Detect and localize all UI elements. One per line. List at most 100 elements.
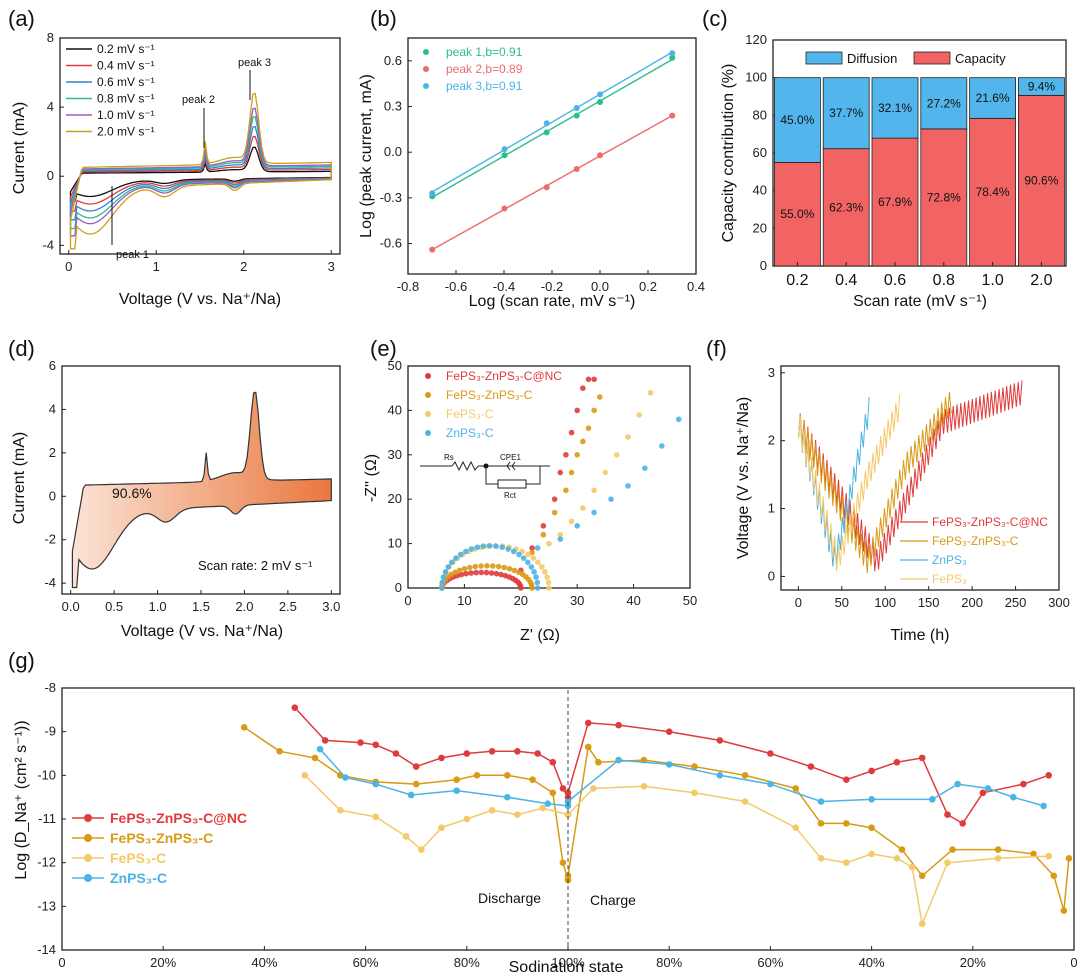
g-point-1	[918, 872, 926, 880]
c-bar-diffusion-label: 45.0%	[780, 113, 814, 127]
panel-d-xlabel: Voltage (V vs. Na⁺/Na)	[121, 623, 283, 640]
e-point-3	[531, 569, 537, 575]
g-point-2	[908, 863, 916, 871]
e-point-1	[452, 569, 458, 576]
c-bar-capacity	[871, 137, 919, 267]
e-tail-point-1	[563, 487, 569, 494]
e-point-3	[510, 548, 517, 555]
e-point-3	[525, 559, 531, 566]
e-point-3	[480, 543, 487, 549]
g-point-3	[817, 798, 825, 805]
f-series-1	[797, 391, 952, 574]
g-xtick-label: 20%	[960, 955, 986, 970]
f-series-3	[797, 394, 901, 572]
g-point-1	[843, 820, 850, 827]
g-ytick-label: -9	[44, 724, 56, 739]
g-point-0	[514, 748, 521, 755]
b-ytick-label: -0.3	[380, 190, 402, 205]
a-legend-label: 1.0 mV s⁻¹	[97, 108, 155, 122]
panel-b-xlabel: Log (scan rate, mV s⁻¹)	[469, 293, 636, 310]
e-xtick-label: 10	[457, 593, 471, 608]
charge-label: Charge	[590, 892, 636, 908]
e-point-3	[440, 574, 447, 580]
b-point-1	[543, 184, 550, 191]
e-tail-point-2	[591, 487, 597, 494]
e-point-2	[545, 579, 552, 586]
panel-c-ylabel: Capacity contribution (%)	[720, 64, 737, 243]
b-point-0	[669, 54, 676, 61]
f-xtick-label: 100	[874, 595, 896, 610]
g-point-3	[716, 772, 724, 779]
g-ytick-label: -12	[37, 855, 56, 870]
g-point-0	[357, 739, 364, 746]
g-point-1	[868, 824, 875, 832]
e-legend-marker	[425, 430, 431, 436]
e-point-3	[520, 555, 527, 561]
g-point-2	[741, 798, 749, 805]
e-point-3	[439, 579, 446, 586]
e-point-0	[473, 569, 479, 576]
c-bar-capacity-label: 55.0%	[780, 207, 814, 221]
c-ytick-label: 40	[753, 183, 767, 198]
b-point-0	[501, 152, 508, 159]
b-fit-line-2	[431, 51, 673, 193]
f-legend-label: FePS₃	[932, 572, 967, 586]
g-point-0	[918, 754, 926, 762]
e-point-1	[484, 563, 490, 569]
e-point-1	[490, 563, 496, 569]
g-point-2	[488, 806, 496, 814]
g-point-0	[944, 811, 951, 818]
g-point-0	[463, 750, 471, 757]
circuit-rs: Rs	[444, 453, 454, 462]
g-series-1-c	[567, 744, 1070, 911]
d-ytick-label: -2	[44, 532, 56, 547]
b-point-1	[501, 205, 508, 212]
c-legend-diffusion-swatch	[805, 51, 843, 65]
f-xtick-label: 150	[918, 595, 940, 610]
g-point-0	[559, 785, 567, 792]
g-point-0	[438, 754, 445, 762]
discharge-label: Discharge	[478, 890, 541, 906]
g-point-0	[716, 737, 724, 744]
g-point-3	[767, 780, 774, 788]
g-point-0	[291, 704, 299, 711]
panel-f-label: (f)	[706, 336, 727, 361]
a-legend-label: 0.2 mV s⁻¹	[97, 42, 155, 56]
e-point-2	[525, 551, 531, 558]
g-point-3	[929, 796, 936, 803]
e-tail-point-2	[557, 531, 564, 538]
c-bar-capacity	[1018, 94, 1065, 267]
g-series-3-c	[567, 759, 1044, 807]
e-tail-point-3	[534, 545, 541, 551]
e-tail-point-2	[602, 469, 609, 476]
e-tail-point-2	[636, 412, 643, 418]
e-point-1	[501, 564, 508, 571]
e-tail-point-0	[574, 407, 580, 414]
b-legend-marker	[423, 83, 429, 89]
e-point-3	[453, 555, 459, 561]
e-tail-point-2	[625, 434, 631, 440]
g-point-1	[898, 846, 906, 853]
c-ytick-label: 20	[753, 220, 767, 235]
f-xtick-label: 300	[1048, 595, 1070, 610]
e-xtick-label: 20	[514, 593, 528, 608]
a-legend-label: 2.0 mV s⁻¹	[97, 125, 155, 139]
g-xtick-label: 20%	[150, 955, 176, 970]
g-point-1	[473, 772, 481, 779]
e-legend-marker	[425, 392, 431, 398]
g-point-0	[392, 750, 400, 757]
cv-curve-2.0	[69, 92, 332, 250]
b-legend-label: peak 3,b=0.91	[446, 79, 523, 93]
peak2-label: peak 2	[182, 94, 215, 106]
e-ytick-label: 30	[388, 447, 402, 462]
e-point-3	[463, 548, 469, 555]
g-point-0	[488, 748, 496, 755]
f-legend-label: FePS₃-ZnPS₃-C@NC	[932, 515, 1048, 529]
g-point-3	[372, 780, 380, 788]
f-legend-label: FePS₃-ZnPS₃-C	[932, 534, 1019, 548]
g-legend-label: FePS₃-ZnPS₃-C	[110, 830, 213, 846]
d-ytick-label: 6	[49, 358, 56, 373]
g-point-1	[949, 846, 956, 853]
g-point-2	[691, 789, 698, 797]
c-bar-diffusion	[969, 77, 1016, 119]
